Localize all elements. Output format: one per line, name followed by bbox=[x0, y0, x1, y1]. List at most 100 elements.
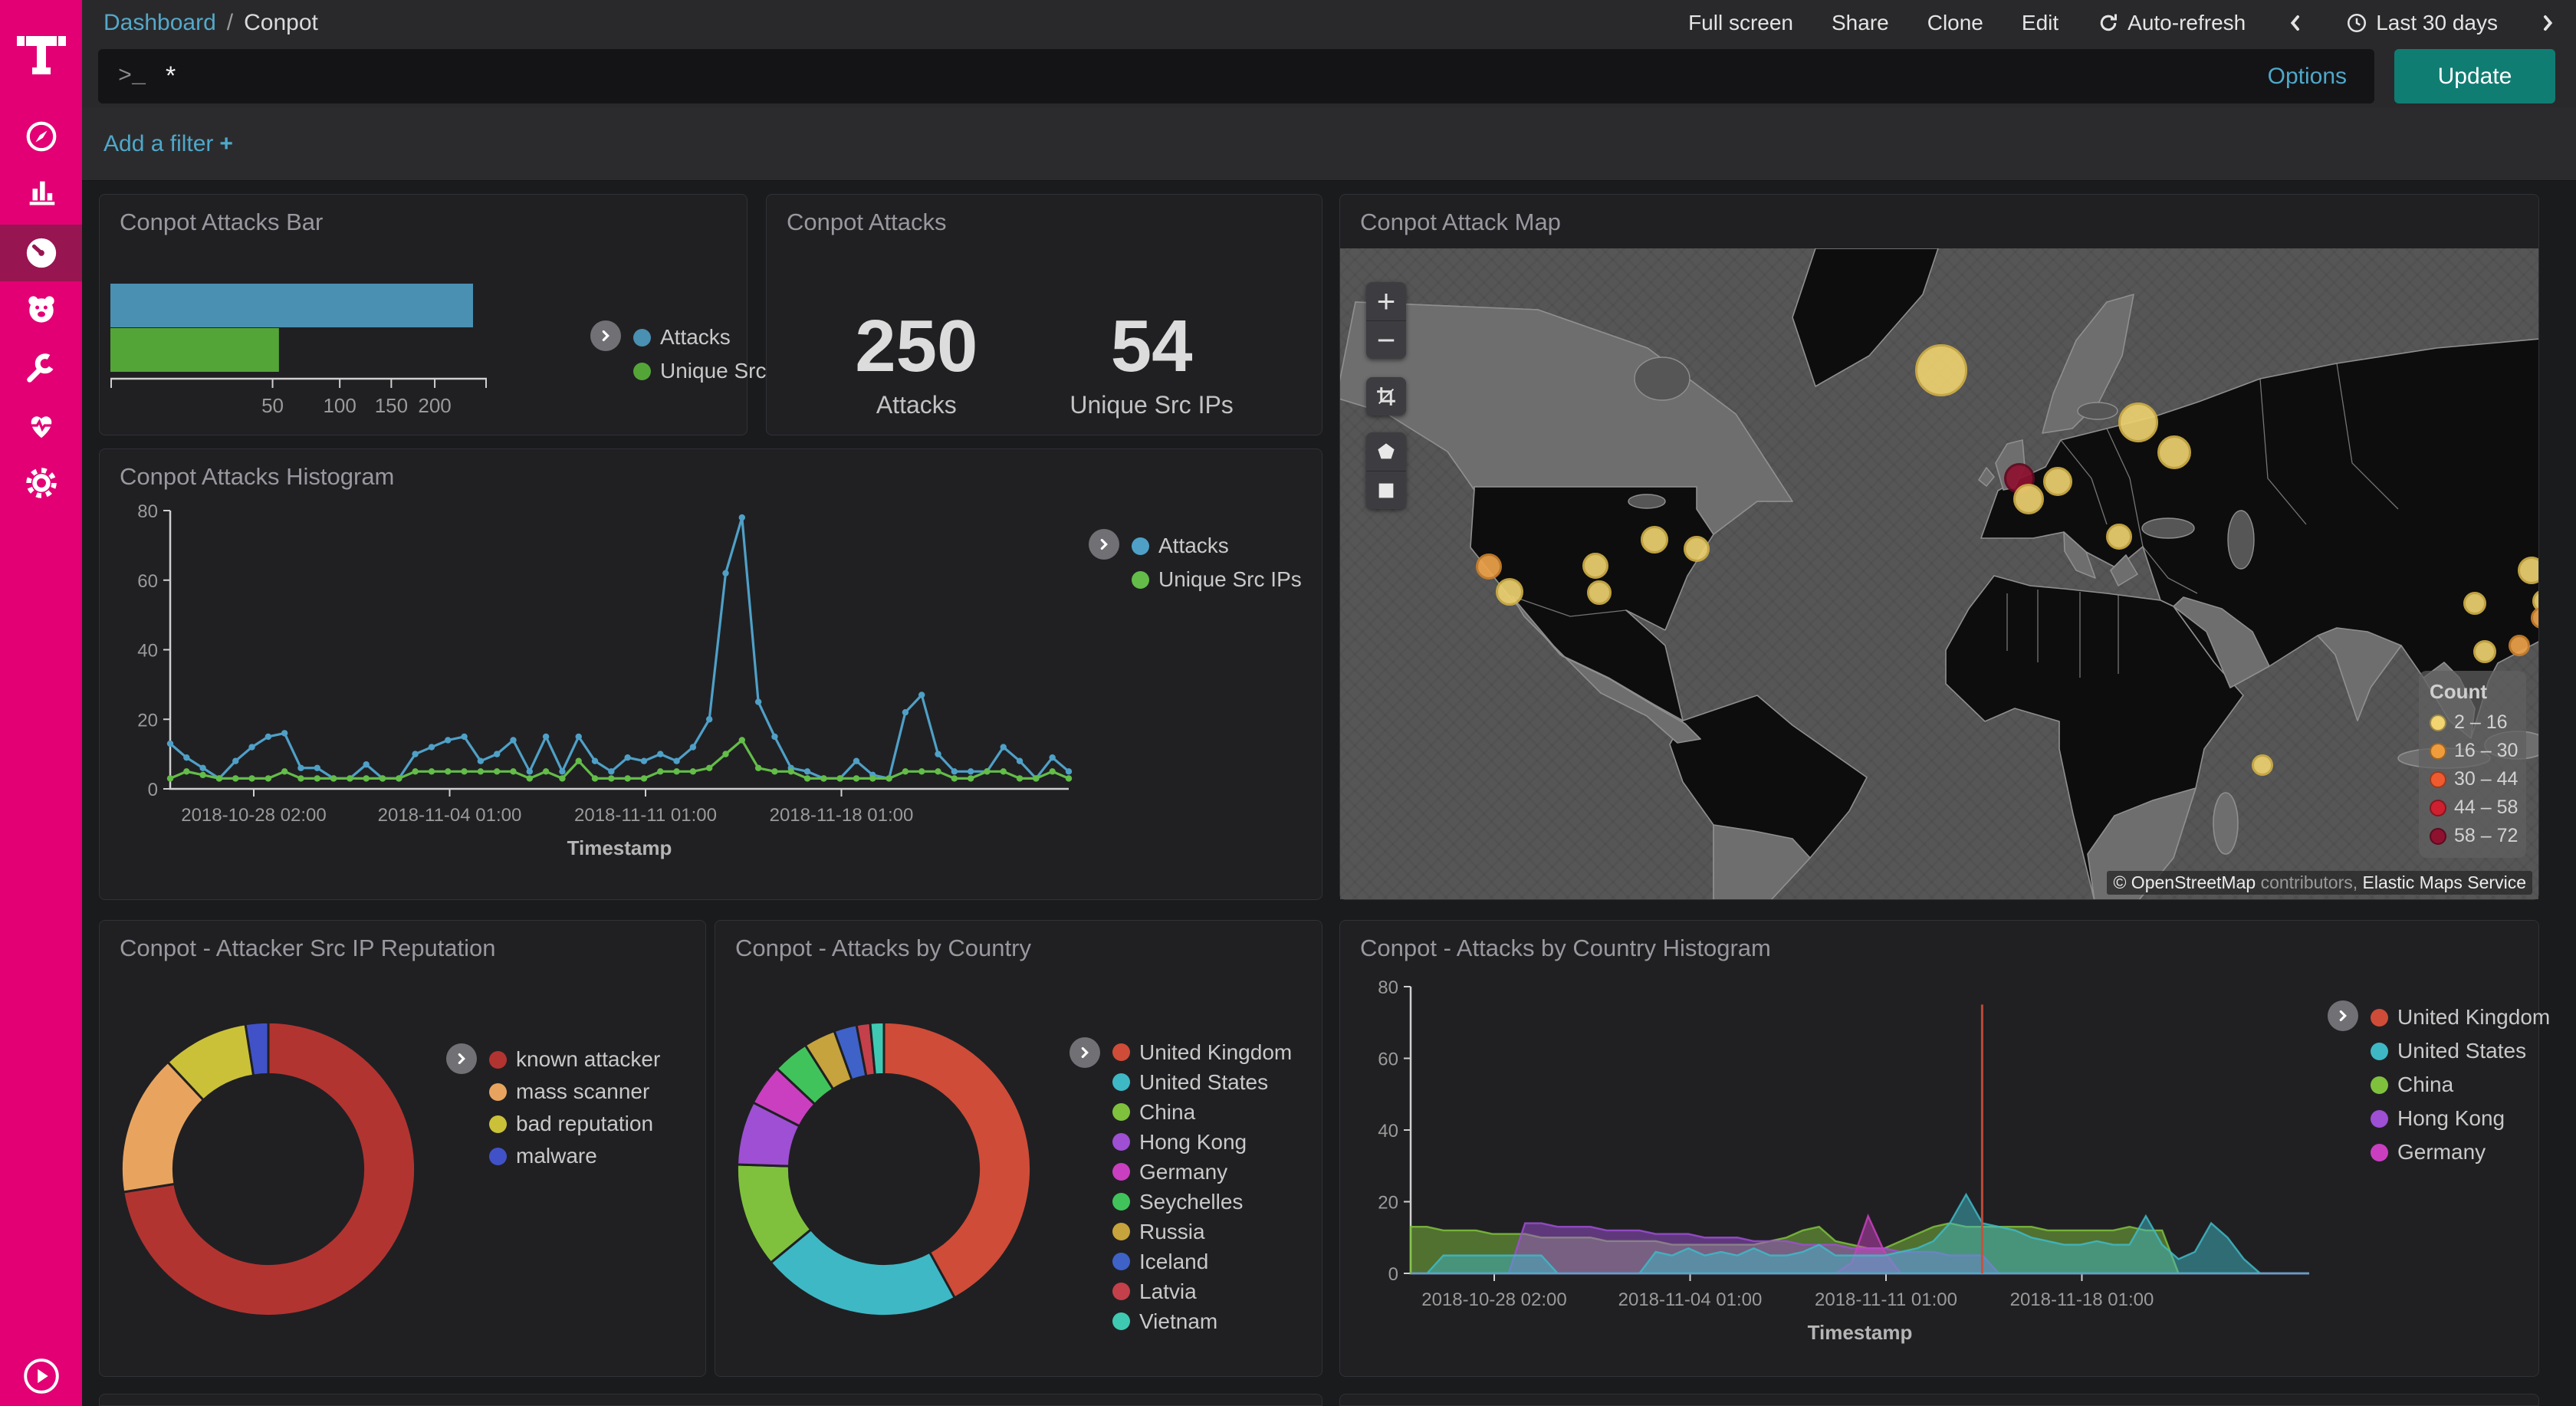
legend-item[interactable]: Attacks bbox=[1132, 529, 1302, 563]
search-input[interactable] bbox=[166, 61, 2268, 91]
legend-item[interactable]: Attacks bbox=[633, 320, 803, 354]
compass-icon bbox=[26, 121, 56, 152]
zoom-out-button[interactable]: − bbox=[1366, 320, 1406, 359]
metric: 54 Unique Src IPs bbox=[1070, 310, 1233, 419]
auto-refresh-button[interactable]: Auto-refresh bbox=[2097, 11, 2246, 35]
expand-legend-icon[interactable] bbox=[1070, 1037, 1100, 1068]
sidebar-item-management[interactable] bbox=[0, 455, 82, 511]
world-map[interactable]: + − bbox=[1340, 248, 2538, 899]
time-forward-button[interactable] bbox=[2536, 11, 2559, 34]
crop-icon bbox=[1377, 387, 1395, 406]
legend-label: Unique Src IPs bbox=[1158, 567, 1302, 591]
add-filter-link[interactable]: Add a filter + bbox=[104, 130, 233, 156]
attack-location-bubble[interactable] bbox=[1495, 578, 1523, 606]
expand-legend-icon[interactable] bbox=[446, 1043, 477, 1074]
gear-icon bbox=[25, 468, 57, 498]
legend-color-dot bbox=[2430, 714, 2446, 731]
panel-title[interactable]: Conpot - Attacks by Country bbox=[735, 935, 1031, 961]
legend-item[interactable]: United States bbox=[1112, 1067, 1292, 1097]
legend-label: Germany bbox=[2397, 1140, 2486, 1164]
attack-location-bubble[interactable] bbox=[1476, 554, 1503, 580]
chart-legend: known attacker mass scanner bad reputati… bbox=[446, 1043, 660, 1172]
sidebar-item-dev-tools[interactable] bbox=[0, 340, 82, 396]
breadcrumb-dashboard-link[interactable]: Dashboard bbox=[104, 10, 216, 35]
legend-item[interactable]: Latvia bbox=[1112, 1276, 1292, 1306]
legend-label: 44 – 58 bbox=[2454, 797, 2518, 818]
draw-polygon-button[interactable] bbox=[1366, 432, 1406, 471]
legend-item[interactable]: Seychelles bbox=[1112, 1187, 1292, 1217]
legend-item[interactable]: mass scanner bbox=[489, 1076, 660, 1108]
legend-item[interactable]: bad reputation bbox=[489, 1108, 660, 1140]
legend-item[interactable]: China bbox=[2371, 1068, 2550, 1102]
legend-item[interactable]: Hong Kong bbox=[2371, 1102, 2550, 1135]
edit-button[interactable]: Edit bbox=[2021, 11, 2059, 34]
legend-item[interactable]: Unique Src IPs bbox=[1132, 563, 1302, 596]
clone-button[interactable]: Clone bbox=[1927, 11, 1983, 34]
legend-item[interactable]: Vietnam bbox=[1112, 1306, 1292, 1336]
attack-location-bubble[interactable] bbox=[1915, 344, 1968, 397]
panel-title[interactable]: Conpot Attacks Histogram bbox=[120, 463, 395, 490]
world-map-land bbox=[1340, 248, 2538, 899]
full-screen-button[interactable]: Full screen bbox=[1688, 11, 1793, 34]
attack-location-bubble[interactable] bbox=[2509, 635, 2531, 657]
expand-legend-icon[interactable] bbox=[1089, 529, 1119, 560]
map-fit-control bbox=[1366, 377, 1406, 416]
legend-color-dot bbox=[489, 1147, 507, 1165]
attack-location-bubble[interactable] bbox=[1587, 580, 1612, 606]
legend-label: mass scanner bbox=[516, 1079, 650, 1103]
attack-location-bubble[interactable] bbox=[2157, 435, 2191, 470]
legend-item[interactable]: China bbox=[1112, 1097, 1292, 1127]
update-button[interactable]: Update bbox=[2394, 49, 2555, 103]
legend-label: Iceland bbox=[1139, 1249, 1209, 1273]
legend-item[interactable]: United Kingdom bbox=[2371, 1000, 2550, 1034]
legend-color-dot bbox=[1112, 1223, 1130, 1240]
legend-item[interactable]: United States bbox=[2371, 1034, 2550, 1068]
elastic-maps-attribution-link[interactable]: Elastic Maps Service bbox=[2362, 872, 2526, 892]
legend-item[interactable]: malware bbox=[489, 1140, 660, 1172]
sidebar-item-dashboard[interactable] bbox=[0, 225, 82, 281]
panel-title[interactable]: Conpot Attacks Bar bbox=[120, 209, 324, 235]
legend-item[interactable]: Hong Kong bbox=[1112, 1127, 1292, 1157]
attack-location-bubble[interactable] bbox=[1641, 526, 1669, 554]
zoom-in-button[interactable]: + bbox=[1376, 283, 1396, 319]
attack-location-bubble[interactable] bbox=[2463, 591, 2487, 615]
panel-title[interactable]: Conpot - Attacker Src IP Reputation bbox=[120, 935, 496, 961]
expand-legend-icon[interactable] bbox=[590, 320, 621, 351]
telekom-logo[interactable] bbox=[0, 0, 82, 100]
legend-item[interactable]: Germany bbox=[2371, 1135, 2550, 1169]
sidebar-item-visualize[interactable] bbox=[0, 163, 82, 220]
osm-attribution-link[interactable]: © OpenStreetMap bbox=[2113, 872, 2256, 892]
svg-text:2018-11-04 01:00: 2018-11-04 01:00 bbox=[1618, 1289, 1763, 1310]
legend-item[interactable]: known attacker bbox=[489, 1043, 660, 1076]
fit-data-bounds-button[interactable] bbox=[1366, 377, 1406, 416]
time-range-picker[interactable]: Last 30 days bbox=[2345, 11, 2498, 35]
expand-legend-icon[interactable] bbox=[2328, 1000, 2358, 1031]
attack-location-bubble[interactable] bbox=[1582, 553, 1609, 580]
legend-item[interactable]: United Kingdom bbox=[1112, 1037, 1292, 1067]
legend-item[interactable]: Germany bbox=[1112, 1157, 1292, 1187]
map-legend-row: 44 – 58 bbox=[2430, 793, 2518, 822]
attack-location-bubble[interactable] bbox=[2118, 402, 2158, 443]
panel-title[interactable]: Conpot Attack Map bbox=[1360, 209, 1561, 235]
attack-location-bubble[interactable] bbox=[1683, 536, 1710, 563]
sidebar-item-monitoring[interactable] bbox=[0, 397, 82, 454]
attack-location-bubble[interactable] bbox=[2518, 557, 2538, 585]
attack-location-bubble[interactable] bbox=[2042, 466, 2072, 496]
sidebar-collapse-button[interactable] bbox=[0, 1349, 82, 1403]
sidebar-item-honeypot[interactable] bbox=[0, 281, 82, 337]
panel-title[interactable]: Conpot - Attacks by Country Histogram bbox=[1360, 935, 1771, 961]
attack-location-bubble[interactable] bbox=[2105, 524, 2132, 550]
legend-color-dot bbox=[1112, 1283, 1130, 1300]
query-options-link[interactable]: Options bbox=[2267, 63, 2347, 89]
draw-rectangle-button[interactable] bbox=[1366, 471, 1406, 509]
attack-location-bubble[interactable] bbox=[2252, 754, 2274, 776]
panel-title[interactable]: Conpot Attacks bbox=[787, 209, 947, 235]
share-button[interactable]: Share bbox=[1832, 11, 1889, 34]
sidebar-item-discover[interactable] bbox=[0, 108, 82, 165]
map-legend-row: 2 – 16 bbox=[2430, 708, 2517, 737]
legend-item[interactable]: Russia bbox=[1112, 1217, 1292, 1247]
legend-item[interactable]: Iceland bbox=[1112, 1247, 1292, 1276]
attack-location-bubble[interactable] bbox=[2013, 483, 2045, 514]
time-back-button[interactable] bbox=[2284, 11, 2307, 34]
attack-location-bubble[interactable] bbox=[2473, 639, 2496, 663]
